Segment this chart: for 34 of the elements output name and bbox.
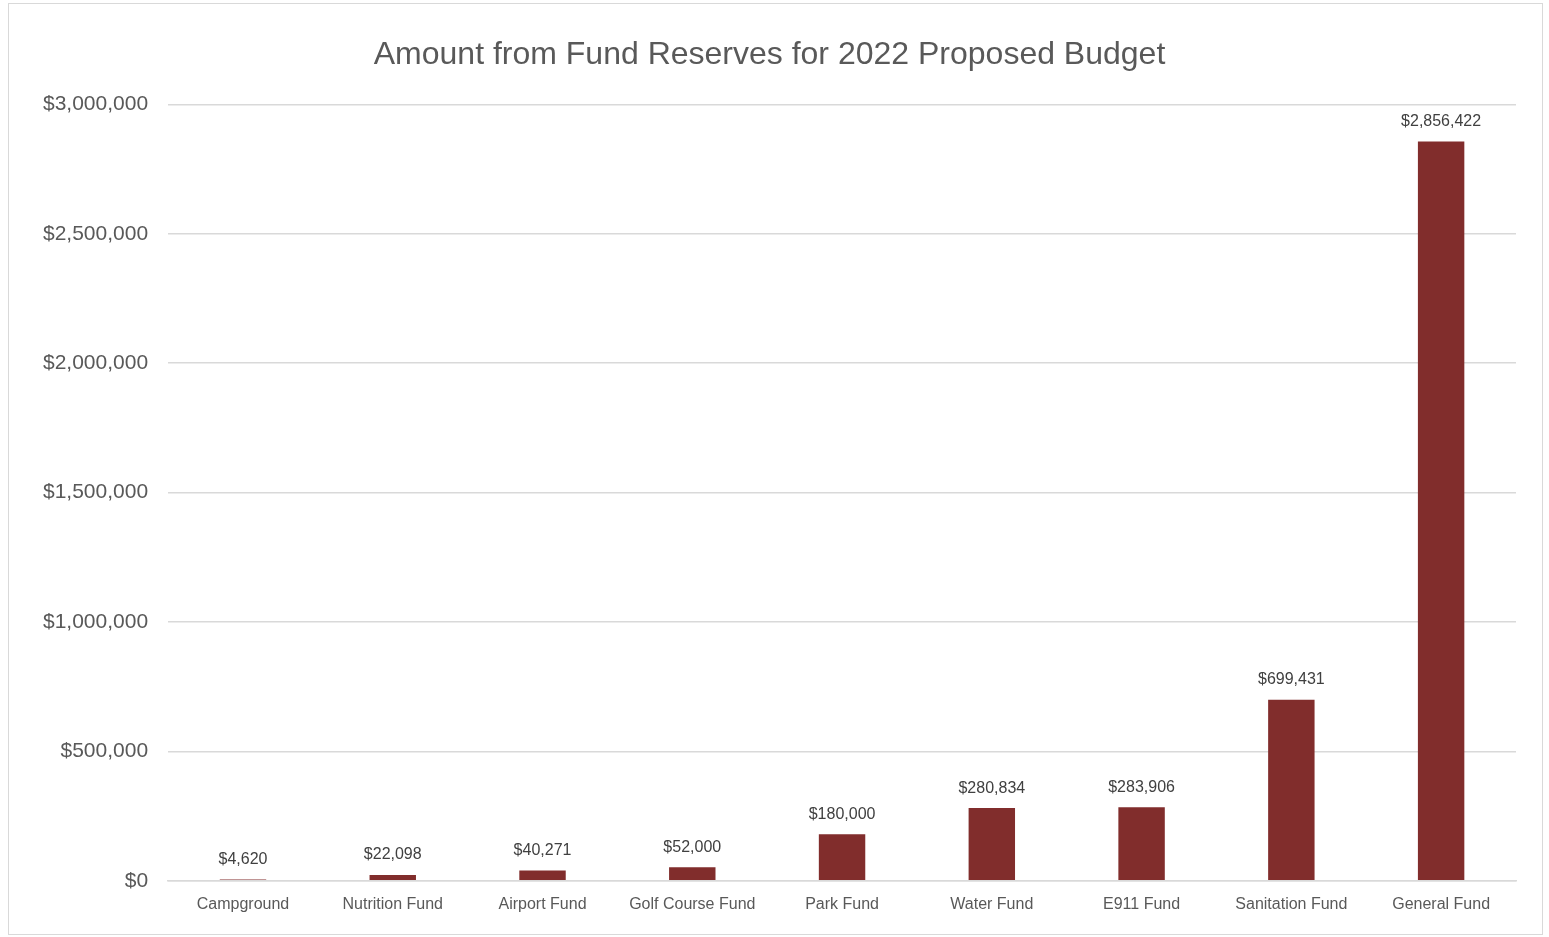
- y-tick-label: $1,000,000: [42, 608, 149, 632]
- bar: [1417, 141, 1465, 881]
- data-label: $180,000: [808, 804, 876, 822]
- data-label: $2,856,422: [1401, 111, 1482, 129]
- data-label: $4,620: [218, 850, 268, 868]
- bar: [968, 808, 1016, 881]
- y-tick-label: $500,000: [60, 738, 149, 762]
- x-tick-label: Park Fund: [805, 894, 879, 912]
- bar: [369, 875, 416, 881]
- x-tick-label: Nutrition Fund: [342, 894, 443, 912]
- data-label: $52,000: [663, 837, 722, 855]
- x-tick-label: Golf Course Fund: [629, 894, 756, 912]
- bar: [669, 867, 716, 881]
- x-tick-label: Airport Fund: [498, 894, 587, 912]
- y-tick-label: $2,000,000: [42, 350, 149, 373]
- x-tick-label: General Fund: [1392, 894, 1491, 912]
- x-tick-label: E911 Fund: [1103, 894, 1181, 912]
- data-label: $280,834: [958, 778, 1026, 796]
- y-tick-label: $1,500,000: [42, 479, 149, 503]
- bar: [1118, 807, 1165, 881]
- y-tick-label: $0: [124, 867, 149, 891]
- x-tick-label: Water Fund: [950, 894, 1034, 912]
- bar: [818, 834, 866, 881]
- chart-title: Amount from Fund Reserves for 2022 Proposed Budget: [373, 35, 1166, 72]
- bar: [519, 870, 566, 881]
- data-label: $22,098: [363, 845, 422, 863]
- x-tick-label: Campground: [196, 894, 290, 912]
- y-tick-label: $3,000,000: [42, 91, 149, 115]
- y-tick-label: $2,500,000: [42, 220, 149, 244]
- x-tick-label: Sanitation Fund: [1235, 894, 1348, 912]
- data-label: $40,271: [513, 840, 572, 858]
- data-label: $283,906: [1108, 777, 1176, 795]
- bar: [1268, 699, 1315, 881]
- data-label: $699,431: [1257, 670, 1325, 688]
